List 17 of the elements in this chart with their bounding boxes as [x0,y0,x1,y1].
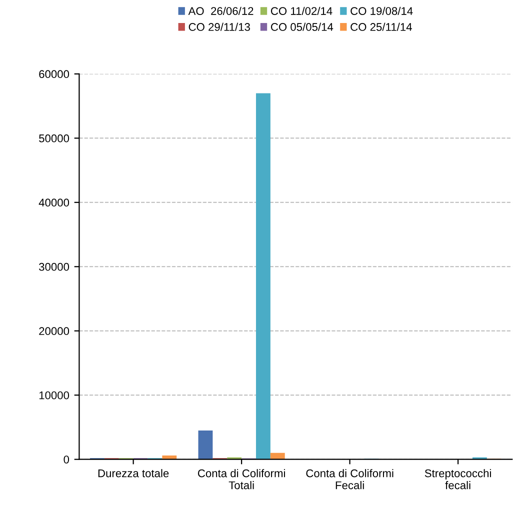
legend-label: CO 19/08/14 [350,6,413,15]
x-tick-label: Durezza totale [98,469,169,478]
legend-label: CO 05/05/14 [270,22,334,31]
y-tick-label: 40000 [38,198,70,207]
y-tick-label: 30000 [39,262,70,271]
x-tick-label: Streptococchi fecali [424,469,491,490]
y-tick-label: 0 [64,456,70,464]
legend-label: AO 26/06/12 [188,6,254,15]
y-tick-label: 20000 [39,327,70,336]
y-tick-label: 50000 [39,134,70,142]
legend-label: CO 29/11/13 [188,22,250,31]
x-tick-label: Conta di Coliformi Fecali [306,469,394,490]
legend-label: CO 11/02/14 [270,6,332,15]
y-tick-label: 60000 [39,70,70,78]
legend-label: CO 25/11/14 [350,22,412,31]
x-tick-label: Conta di Coliformi Totali [198,469,285,490]
y-tick-label: 10000 [39,391,70,400]
